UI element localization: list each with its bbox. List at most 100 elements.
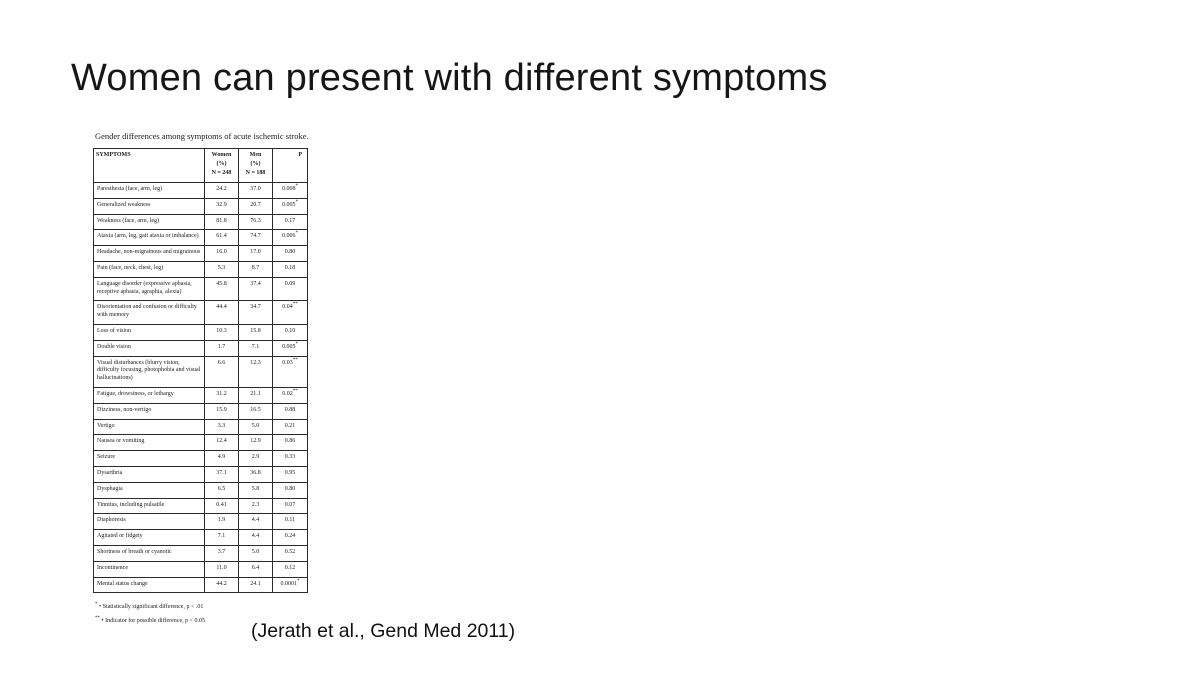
significance-mark: * xyxy=(295,231,299,237)
symptom-cell: Vertigo xyxy=(93,418,205,436)
citation: (Jerath et al., Gend Med 2011) xyxy=(251,620,516,642)
p-value-cell: 0.21 xyxy=(272,418,308,436)
table-row: Ataxia (arm, leg, gait ataxia or imbalan… xyxy=(93,229,308,247)
p-value-cell: 0.18 xyxy=(272,260,308,278)
symptom-cell: Generalized weakness xyxy=(93,197,205,215)
p-value-cell: 0.07 xyxy=(272,497,308,515)
women-value-cell: 61.4 xyxy=(204,229,239,247)
significance-mark: ** xyxy=(292,302,298,308)
symptom-cell: Seizure xyxy=(93,450,205,467)
symptom-cell: Visual disturbances (blurry vision, diff… xyxy=(93,355,205,388)
symptom-cell: Nausea or vomiting xyxy=(93,434,205,452)
p-value-cell: 0.80 xyxy=(272,481,308,499)
men-value-cell: 34.7 xyxy=(238,300,273,325)
significance-mark: ** xyxy=(292,388,298,394)
symptom-cell: Incontinence xyxy=(93,560,205,578)
symptom-cell: Mental status change xyxy=(93,576,205,594)
women-value-cell: 12.4 xyxy=(204,434,239,452)
men-value-cell: 2.9 xyxy=(238,450,273,467)
women-value-cell: 0.41 xyxy=(204,497,239,515)
men-value-cell: 37.0 xyxy=(238,182,273,199)
men-value-cell: 12.3 xyxy=(238,355,273,388)
table-row: Diaphoresis 1.9 4.4 0.11 xyxy=(93,513,308,531)
col-header-women: Women (%) N = 248 xyxy=(204,148,239,183)
women-value-cell: 6.5 xyxy=(204,481,239,499)
footnote: ** • Indicator for possible difference, … xyxy=(95,616,206,625)
table-row: Tinnitus, including pulsatile 0.41 2.3 0.07 xyxy=(93,497,308,515)
p-value-cell: 0.52 xyxy=(272,544,308,562)
symptoms-table-body: Paresthesia (face, arm, leg) 24.2 37.0 0.00… xyxy=(93,182,308,594)
men-value-cell: 12.9 xyxy=(238,434,273,452)
women-value-cell: 10.3 xyxy=(204,323,239,341)
women-value-cell: 15.9 xyxy=(204,402,239,420)
men-value-cell: 15.8 xyxy=(238,323,273,341)
table-header-row: SYMPTOMS Women (%) N = 248 Men (%) N = 1… xyxy=(93,148,308,183)
table-row: Headache, non-migrainous and migrainous 1… xyxy=(93,245,308,262)
symptoms-table: SYMPTOMS Women (%) N = 248 Men (%) N = 1… xyxy=(93,148,308,594)
p-value-cell: 0.0001* xyxy=(272,576,308,594)
p-value-cell: 0.005* xyxy=(272,197,308,215)
col-header-symptoms: SYMPTOMS xyxy=(93,148,205,183)
women-value-cell: 6.6 xyxy=(204,355,239,388)
men-value-cell: 5.0 xyxy=(238,418,273,436)
symptom-cell: Ataxia (arm, leg, gait ataxia or imbalan… xyxy=(93,229,205,247)
footnote-mark: * xyxy=(95,602,98,608)
table-row: Loss of vision 10.3 15.8 0.10 xyxy=(93,323,308,341)
women-value-cell: 3.3 xyxy=(204,418,239,436)
men-value-cell: 4.4 xyxy=(238,529,273,546)
women-value-cell: 16.0 xyxy=(204,245,239,262)
p-value-cell: 0.95 xyxy=(272,465,308,483)
table-row: Seizure 4.9 2.9 0.33 xyxy=(93,450,308,467)
table-row: Pain (face, neck, chest, leg) 5.3 8.7 0.18 xyxy=(93,260,308,278)
men-value-cell: 17.0 xyxy=(238,245,273,262)
p-value-cell: 0.24 xyxy=(272,529,308,546)
women-value-cell: 31.2 xyxy=(204,386,239,404)
p-value-cell: 0.10 xyxy=(272,323,308,341)
symptom-cell: Weakness (face, arm, leg) xyxy=(93,213,205,231)
p-value-cell: 0.88 xyxy=(272,402,308,420)
symptom-cell: Dizziness, non-vertigo xyxy=(93,402,205,420)
table-row: Dizziness, non-vertigo 15.9 16.5 0.88 xyxy=(93,402,308,420)
women-value-cell: 45.8 xyxy=(204,276,239,302)
women-value-cell: 24.2 xyxy=(204,182,239,199)
men-value-cell: 6.4 xyxy=(238,560,273,578)
table-row: Shortness of breath or cyanotic 3.7 5.0 0.5… xyxy=(93,544,308,562)
table-footnotes: * • Statistically significant difference… xyxy=(95,602,309,624)
women-value-cell: 44.4 xyxy=(204,300,239,325)
women-value-cell: 37.1 xyxy=(204,465,239,483)
p-value-cell: 0.03** xyxy=(272,355,308,388)
p-value-cell: 0.005* xyxy=(272,339,308,357)
p-value-cell: 0.11 xyxy=(272,513,308,531)
significance-mark: ** xyxy=(292,357,298,363)
p-value-cell: 0.86 xyxy=(272,434,308,452)
table-row: Disorientation and confusion or difficul… xyxy=(93,300,308,325)
symptom-cell: Agitated or fidgety xyxy=(93,529,205,546)
men-value-cell: 5.8 xyxy=(238,481,273,499)
p-value-cell: 0.008* xyxy=(272,182,308,199)
significance-mark: * xyxy=(297,578,300,584)
symptom-cell: Pain (face, neck, chest, leg) xyxy=(93,260,205,278)
p-value-cell: 0.17 xyxy=(272,213,308,231)
symptom-cell: Diaphoresis xyxy=(93,513,205,531)
men-value-cell: 2.3 xyxy=(238,497,273,515)
significance-mark: * xyxy=(295,199,299,205)
table-row: Double vision 1.7 7.1 0.005* xyxy=(93,339,308,357)
p-value-cell: 0.80 xyxy=(272,245,308,262)
symptom-cell: Disorientation and confusion or difficul… xyxy=(93,300,205,325)
women-value-cell: 3.7 xyxy=(204,544,239,562)
table-row: Generalized weakness 32.9 20.7 0.005* xyxy=(93,197,308,215)
table-row: Dysphagia 6.5 5.8 0.80 xyxy=(93,481,308,499)
table-row: Agitated or fidgety 7.1 4.4 0.24 xyxy=(93,529,308,546)
table-row: Fatigue, drowsiness, or lethargy 31.2 21.1… xyxy=(93,386,308,404)
p-value-cell: 0.12 xyxy=(272,560,308,578)
women-value-cell: 81.8 xyxy=(204,213,239,231)
symptom-cell: Shortness of breath or cyanotic xyxy=(93,544,205,562)
table-row: Weakness (face, arm, leg) 81.8 76.3 0.17 xyxy=(93,213,308,231)
men-value-cell: 76.3 xyxy=(238,213,273,231)
men-value-cell: 8.7 xyxy=(238,260,273,278)
women-value-cell: 44.2 xyxy=(204,576,239,594)
table-caption: Gender differences among symptoms of acu… xyxy=(95,131,309,141)
men-value-cell: 21.1 xyxy=(238,386,273,404)
table-row: Nausea or vomiting 12.4 12.9 0.86 xyxy=(93,434,308,452)
p-value-cell: 0.09 xyxy=(272,276,308,302)
